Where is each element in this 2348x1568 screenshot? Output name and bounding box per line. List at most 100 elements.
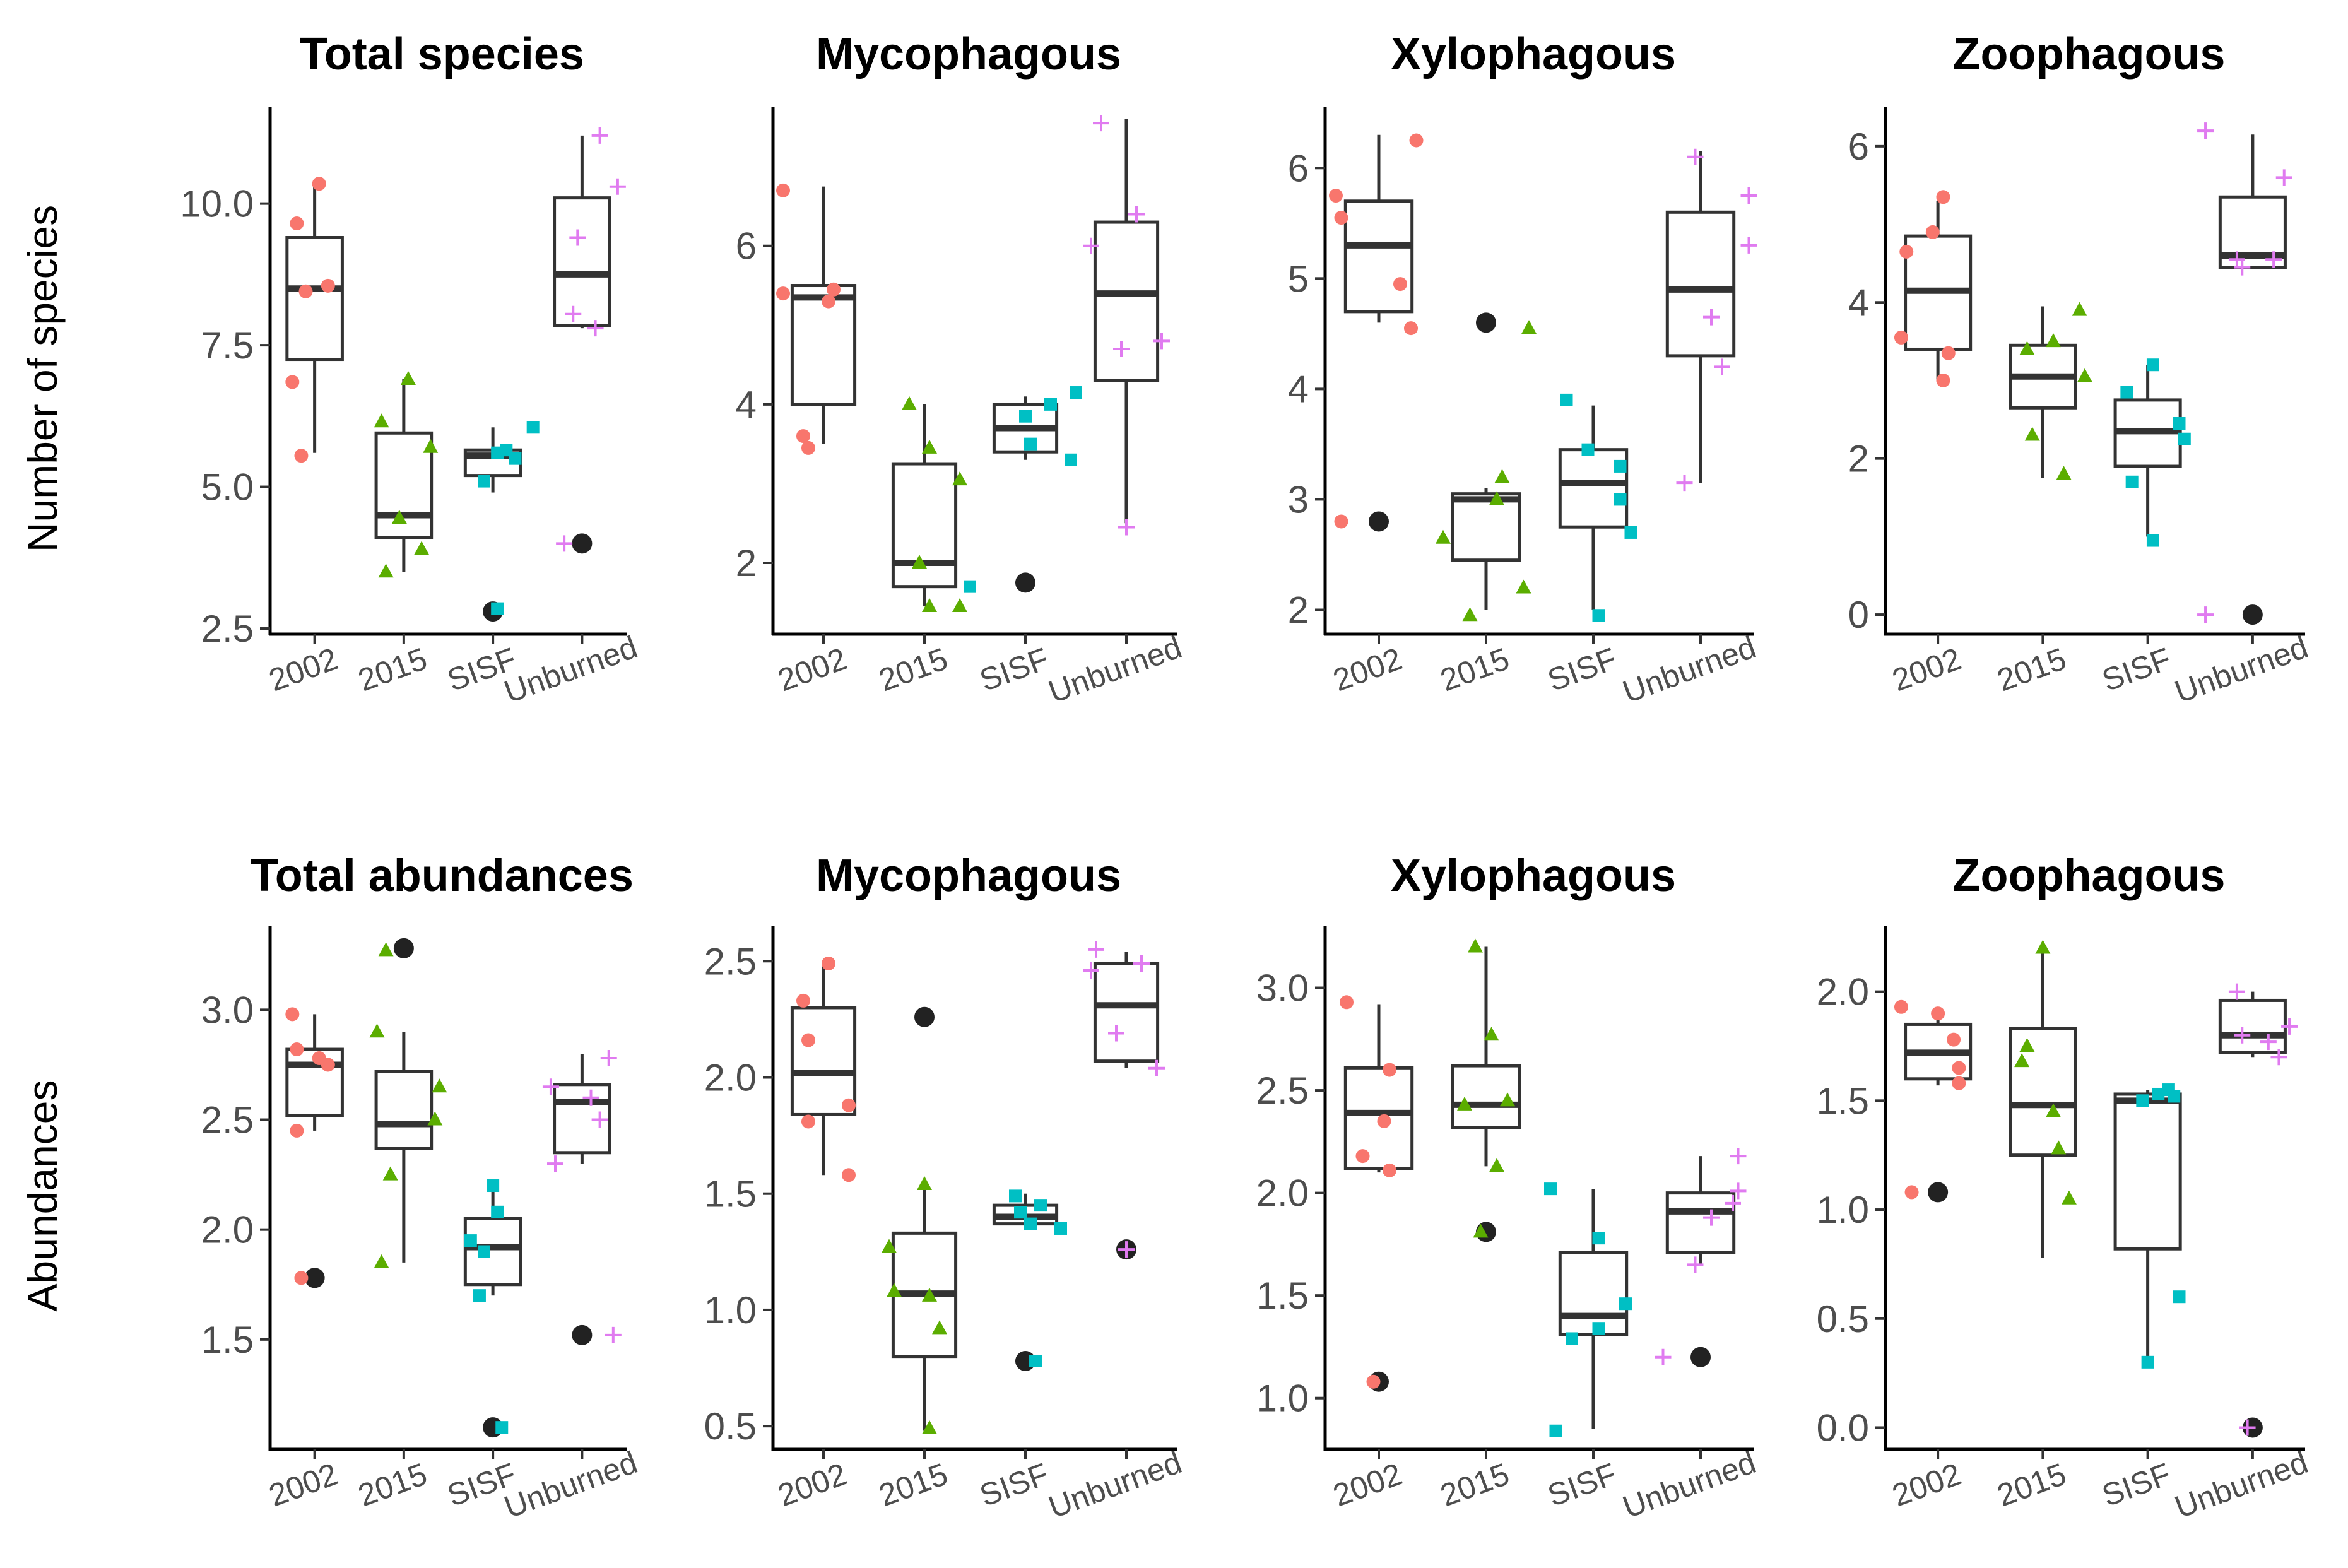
box-rect — [1558, 1251, 1629, 1336]
data-point — [542, 1078, 559, 1095]
outlier-point — [304, 1268, 325, 1288]
data-point — [1894, 330, 1908, 345]
y-tick-label: 2 — [1848, 438, 1869, 480]
y-tick-label: 1.5 — [1817, 1080, 1869, 1122]
x-tick-label: 2002 — [773, 641, 851, 699]
data-point — [964, 580, 976, 593]
data-point — [2136, 1094, 2149, 1107]
data-point — [1148, 1059, 1165, 1076]
data-point — [2234, 1027, 2251, 1044]
outlier-point — [572, 1324, 593, 1345]
data-point — [2239, 1419, 2256, 1436]
data-point — [600, 1049, 617, 1066]
x-tick-label: 2015 — [1436, 1456, 1514, 1514]
x-tick-label: SISF — [2097, 1456, 2176, 1514]
data-point — [294, 449, 309, 463]
data-point — [1494, 469, 1510, 483]
panel-title: Xylophagous — [1391, 851, 1676, 901]
box-rect — [2113, 1092, 2182, 1251]
data-point — [378, 942, 394, 957]
data-point — [1549, 1424, 1562, 1437]
data-point — [1925, 225, 1940, 239]
box-rect — [553, 196, 611, 327]
x-tick-label: 2002 — [264, 641, 343, 699]
data-point — [569, 229, 586, 246]
y-tick-label: 4 — [1288, 368, 1309, 410]
data-point — [2228, 983, 2245, 1000]
outlier-point — [2242, 604, 2263, 625]
y-tick-label: 3.0 — [201, 989, 254, 1031]
data-point — [1740, 187, 1757, 204]
data-point — [290, 216, 304, 231]
box-2002 — [790, 956, 857, 1182]
data-point — [2173, 1290, 2186, 1304]
data-point — [2051, 1140, 2067, 1155]
x-tick-label: 2002 — [1328, 1456, 1407, 1514]
box-SISF — [463, 421, 540, 622]
box-2015 — [1436, 312, 1537, 622]
data-point — [822, 294, 835, 309]
data-point — [285, 375, 300, 389]
data-point — [1070, 386, 1082, 399]
data-point — [1334, 514, 1348, 529]
data-point — [473, 1289, 486, 1302]
outlier-point — [1690, 1347, 1711, 1367]
data-point — [1113, 340, 1130, 357]
box-2015 — [369, 938, 447, 1268]
y-tick-label: 6 — [1288, 147, 1309, 189]
data-point — [2146, 534, 2159, 547]
data-point — [1655, 1348, 1672, 1365]
data-point — [400, 370, 416, 385]
data-point — [2260, 1034, 2277, 1051]
y-tick-label: 5 — [1288, 257, 1309, 300]
data-point — [464, 1234, 477, 1247]
box-2002 — [776, 183, 857, 455]
data-point — [591, 127, 608, 144]
outlier-point — [572, 533, 593, 554]
data-point — [478, 475, 490, 488]
data-point — [2281, 1018, 2298, 1035]
data-point — [1740, 237, 1757, 254]
data-point — [922, 439, 937, 454]
box-SISF — [964, 386, 1082, 593]
data-point — [285, 1007, 300, 1022]
data-point — [1484, 1027, 1499, 1041]
panel-title: Mycophagous — [816, 29, 1121, 80]
x-tick-label: 2015 — [353, 1456, 432, 1514]
data-point — [1714, 358, 1730, 375]
data-point — [382, 1166, 398, 1181]
data-point — [2019, 341, 2035, 355]
data-point — [1592, 1322, 1605, 1335]
data-point — [374, 1254, 389, 1268]
data-point — [1936, 190, 1950, 204]
data-point — [922, 598, 937, 613]
data-point — [1614, 459, 1627, 473]
data-point — [796, 993, 810, 1008]
data-point — [796, 429, 810, 444]
y-tick-label: 0.0 — [1817, 1406, 1869, 1449]
x-tick-label: 2015 — [1993, 1456, 2071, 1514]
box-2002 — [1894, 190, 1973, 387]
data-point — [1952, 1061, 1966, 1075]
data-point — [1383, 1163, 1396, 1177]
data-point — [1904, 1185, 1919, 1200]
box-2015 — [1451, 938, 1521, 1242]
data-point — [2146, 358, 2159, 372]
data-point — [2275, 169, 2292, 186]
data-point — [1340, 995, 1354, 1010]
data-point — [491, 602, 504, 615]
data-point — [1592, 1232, 1605, 1245]
data-point — [887, 1283, 902, 1297]
data-point — [2061, 1190, 2077, 1205]
data-point — [526, 421, 540, 434]
box-2002 — [1894, 999, 1973, 1203]
box-SISF — [1544, 1182, 1632, 1437]
y-tick-label: 10.0 — [180, 183, 254, 225]
y-tick-label: 2.5 — [704, 940, 757, 982]
box-SISF — [992, 1189, 1067, 1371]
panel-title: Total species — [300, 29, 584, 80]
data-point — [922, 1420, 937, 1434]
data-point — [1118, 1241, 1135, 1258]
